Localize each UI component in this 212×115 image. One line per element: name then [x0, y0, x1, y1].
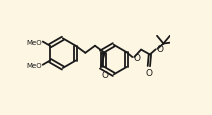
- Text: O: O: [157, 45, 164, 54]
- Text: MeO: MeO: [26, 39, 42, 45]
- Text: O: O: [145, 69, 152, 78]
- Text: O: O: [101, 70, 108, 79]
- Text: O: O: [133, 53, 140, 62]
- Text: MeO: MeO: [26, 62, 42, 68]
